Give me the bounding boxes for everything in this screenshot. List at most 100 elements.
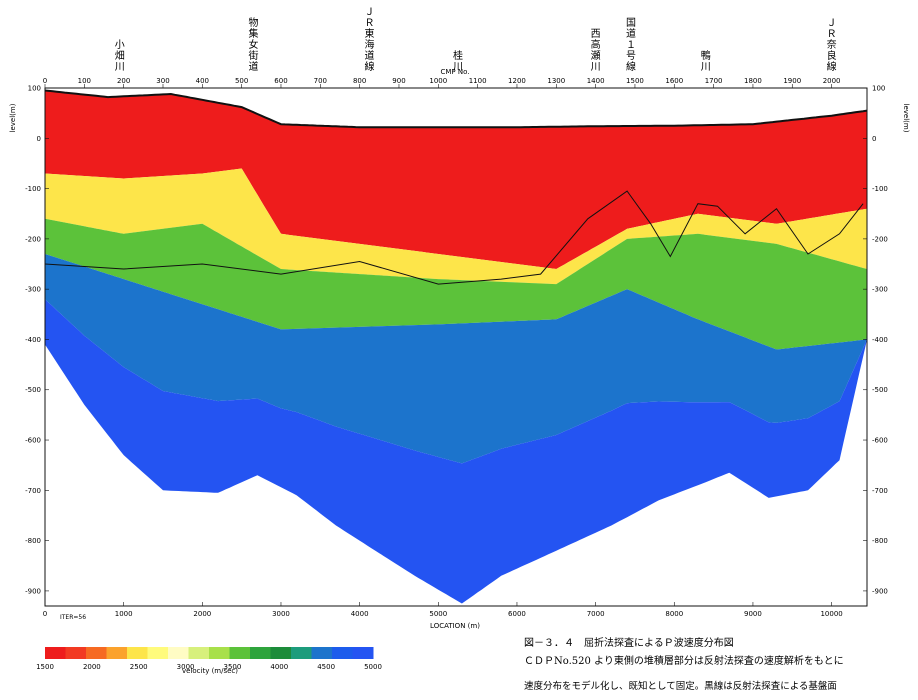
top-tick-label: 500 <box>235 77 248 85</box>
bottom-tick-label: 4000 <box>351 610 369 618</box>
figure-caption-line-2: 速度分布をモデル化し、既知として固定。黒線は反射法探査による基盤面 <box>524 680 837 692</box>
left-tick-label: -700 <box>25 487 41 495</box>
bottom-tick-label: 6000 <box>508 610 526 618</box>
layer-3600 <box>45 218 867 350</box>
colorbar-tick-label: 2000 <box>83 663 101 671</box>
place-label-鴨川: 鴨川 <box>701 49 711 73</box>
colorbar-tick-label: 1500 <box>36 663 54 671</box>
colorbar-swatch <box>147 647 169 659</box>
left-tick-label: -800 <box>25 537 41 545</box>
top-tick-label: 100 <box>78 77 91 85</box>
place-label-西高瀬川: 西高瀬川 <box>591 29 601 73</box>
colorbar-swatch <box>86 647 107 659</box>
left-tick-label: -600 <box>25 437 41 445</box>
right-tick-label: -100 <box>872 185 888 193</box>
colorbar-swatch <box>250 647 271 659</box>
colorbar-swatch <box>229 647 251 659</box>
place-label-国道１号線: 国道１号線 <box>626 17 636 73</box>
top-tick-label: 300 <box>156 77 169 85</box>
colorbar-swatch <box>65 647 87 659</box>
colorbar-tick-label: 5000 <box>364 663 382 671</box>
basement-interface-line <box>45 190 864 285</box>
top-tick-label: 0 <box>43 77 47 85</box>
colorbar-swatch <box>127 647 148 659</box>
left-axis-label: level(m) <box>9 103 17 132</box>
top-tick-label: 700 <box>314 77 327 85</box>
colorbar: 1500 2000 2500 3000 3500 4000 4500 5000 <box>36 647 382 671</box>
left-tick-label: -100 <box>25 185 41 193</box>
bottom-tick-label: 9000 <box>744 610 762 618</box>
colorbar-swatch <box>106 647 128 659</box>
colorbar-swatch <box>311 647 333 659</box>
top-tick-label: 1100 <box>469 77 487 85</box>
colorbar-swatch <box>188 647 210 659</box>
bottom-tick-label: 8000 <box>665 610 683 618</box>
top-tick-label: 2000 <box>823 77 841 85</box>
right-tick-label: -900 <box>872 587 888 595</box>
top-tick-label: 800 <box>353 77 366 85</box>
surface-line <box>45 89 867 129</box>
colorbar-swatch <box>209 647 230 659</box>
colorbar-swatch <box>45 647 66 659</box>
bottom-axis-corner-text: ITER=56 <box>60 614 86 621</box>
plot-area <box>45 89 867 604</box>
colorbar-tick-label: 4500 <box>317 663 335 671</box>
figure-caption-title: 図－３．４ 屈折法探査によるＰ波速度分布図 <box>524 636 734 649</box>
top-tick-label: 1200 <box>508 77 526 85</box>
bottom-tick-label: 2000 <box>193 610 211 618</box>
top-tick-label: 1300 <box>547 77 565 85</box>
top-tick-label: 1000 <box>429 77 447 85</box>
colorbar-swatch <box>291 647 312 659</box>
right-tick-label: -200 <box>872 235 888 243</box>
place-label-物集女街道: 物集女街道 <box>248 16 258 73</box>
bottom-axis-label: LOCATION (m) <box>430 622 480 630</box>
bottom-tick-label: 3000 <box>272 610 290 618</box>
colorbar-swatch <box>332 647 353 659</box>
right-tick-label: -700 <box>872 487 888 495</box>
figure-caption-line-1: ＣＤＰNo.520 より東側の堆積層部分は反射法探査の速度解析をもとに <box>524 654 844 667</box>
top-tick-label: 400 <box>196 77 209 85</box>
layer-4300 <box>45 254 867 464</box>
layer-2800 <box>45 168 867 285</box>
place-label-小畑川: 小畑川 <box>115 39 125 73</box>
bottom-tick-label: 7000 <box>587 610 605 618</box>
right-tick-label: 0 <box>872 135 876 143</box>
right-tick-label: -500 <box>872 386 888 394</box>
right-axis: 100 0 -100 -200 -300 -400 -500 -600 -700 -800 -900 <box>863 85 888 595</box>
top-tick-label: 900 <box>392 77 405 85</box>
bottom-axis: 0 1000 2000 3000 4000 5000 6000 7000 8000 9000 100… <box>43 602 843 618</box>
right-tick-label: 100 <box>872 85 885 93</box>
top-axis: 0 100 200 300 400 500 600 700 800 900 1000 1100 1200… <box>43 77 841 88</box>
place-label-桂川: 桂川 <box>453 49 463 73</box>
top-axis-label: CMP No. <box>441 68 470 76</box>
place-label-ＪＲ東海道線: ＪＲ東海道線 <box>364 7 374 73</box>
left-tick-label: 0 <box>37 135 41 143</box>
bottom-tick-label: 0 <box>43 610 47 618</box>
top-tick-label: 200 <box>117 77 130 85</box>
top-tick-label: 600 <box>274 77 287 85</box>
colorbar-tick-label: 2500 <box>130 663 148 671</box>
right-tick-label: -600 <box>872 437 888 445</box>
layer-1500 <box>45 90 867 269</box>
left-tick-label: -200 <box>25 235 41 243</box>
bottom-tick-label: 5000 <box>429 610 447 618</box>
left-tick-label: -300 <box>25 286 41 294</box>
top-tick-label: 1600 <box>665 77 683 85</box>
colorbar-tick-label: 3500 <box>224 663 242 671</box>
left-axis: 100 0 -100 -200 -300 -400 -500 -600 -700 -800 -900 <box>25 85 49 595</box>
right-tick-label: -400 <box>872 336 888 344</box>
top-tick-label: 1700 <box>705 77 723 85</box>
colorbar-swatch <box>168 647 189 659</box>
right-tick-label: -300 <box>872 286 888 294</box>
right-tick-label: -800 <box>872 537 888 545</box>
left-tick-label: -400 <box>25 336 41 344</box>
top-tick-label: 1800 <box>744 77 762 85</box>
left-tick-label: -900 <box>25 587 41 595</box>
top-tick-label: 1400 <box>587 77 605 85</box>
colorbar-tick-label: 4000 <box>270 663 288 671</box>
left-tick-label: 100 <box>28 85 41 93</box>
colorbar-swatch <box>352 647 374 659</box>
